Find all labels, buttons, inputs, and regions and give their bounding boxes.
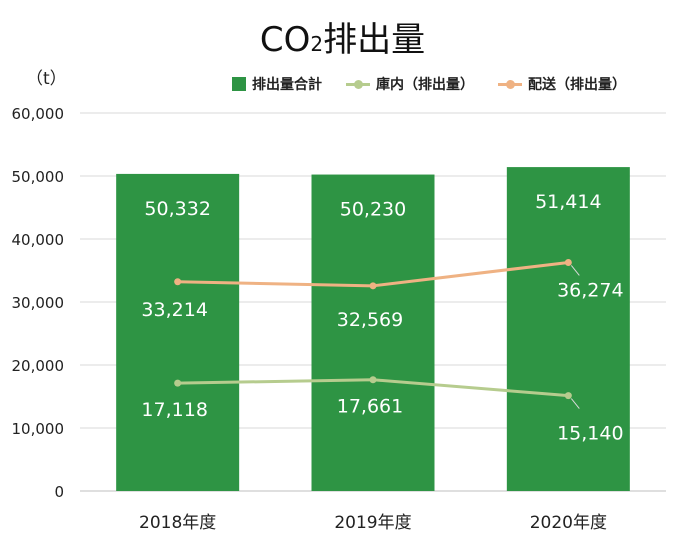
data-label-warehouse: 15,140 xyxy=(557,423,623,445)
y-tick-label: 30,000 xyxy=(12,294,65,312)
legend-item-total: 排出量合計 xyxy=(232,74,322,94)
y-tick-label: 60,000 xyxy=(12,105,65,123)
y-tick-label: 40,000 xyxy=(12,231,65,249)
legend-swatch-warehouse xyxy=(346,79,370,89)
data-label-delivery: 33,214 xyxy=(141,299,207,321)
point-warehouse xyxy=(174,379,182,387)
bar-total xyxy=(116,173,240,492)
x-tick-label: 2019年度 xyxy=(334,513,411,533)
data-label-total: 51,414 xyxy=(535,191,601,213)
y-axis-unit-label: （t） xyxy=(26,69,67,89)
data-label-delivery: 36,274 xyxy=(557,279,623,301)
bar-total xyxy=(506,167,630,491)
data-label-total: 50,332 xyxy=(144,198,210,220)
y-tick-label: 0 xyxy=(54,483,64,501)
legend-item-warehouse: 庫内（排出量） xyxy=(346,74,474,94)
point-warehouse xyxy=(564,392,572,400)
point-warehouse xyxy=(369,376,377,384)
x-tick-label: 2020年度 xyxy=(530,513,607,533)
leader-line xyxy=(570,265,580,276)
legend-swatch-total xyxy=(232,77,246,91)
y-tick-label: 10,000 xyxy=(12,420,65,438)
legend: 排出量合計 庫内（排出量） 配送（排出量） xyxy=(232,74,626,94)
chart-title: CO2排出量 xyxy=(0,12,685,61)
bar-total xyxy=(311,174,435,491)
data-label-total: 50,230 xyxy=(340,199,406,221)
legend-label-warehouse: 庫内（排出量） xyxy=(376,77,474,93)
x-tick-label: 2018年度 xyxy=(139,513,216,533)
title-subscript: 2 xyxy=(310,32,324,56)
point-delivery xyxy=(174,278,182,286)
legend-swatch-delivery xyxy=(498,79,522,89)
y-tick-label: 20,000 xyxy=(12,357,65,375)
point-delivery xyxy=(564,258,572,266)
data-label-delivery: 32,569 xyxy=(337,309,403,331)
title-main: CO xyxy=(259,20,311,60)
legend-label-delivery: 配送（排出量） xyxy=(528,77,626,93)
point-delivery xyxy=(369,282,377,290)
title-rest: 排出量 xyxy=(323,20,426,60)
leader-line xyxy=(570,398,580,409)
data-label-warehouse: 17,118 xyxy=(141,399,207,421)
legend-label-total: 排出量合計 xyxy=(252,77,322,93)
legend-item-delivery: 配送（排出量） xyxy=(498,74,626,94)
y-tick-label: 50,000 xyxy=(12,168,65,186)
data-label-warehouse: 17,661 xyxy=(337,396,403,418)
